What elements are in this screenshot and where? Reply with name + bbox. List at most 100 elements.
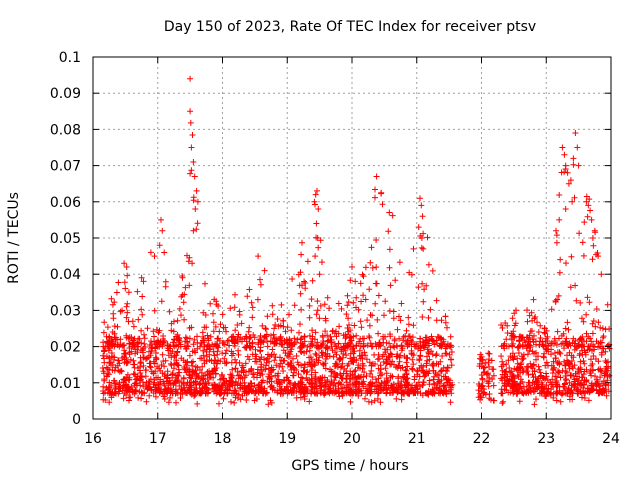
data-point: [588, 338, 595, 345]
x-tick-label: 17: [149, 431, 167, 447]
data-point: [577, 335, 584, 342]
data-point: [551, 350, 558, 356]
data-point: [346, 322, 352, 328]
data-point: [256, 336, 263, 343]
data-point: [499, 400, 506, 407]
data-point: [347, 277, 354, 284]
data-point: [339, 388, 345, 395]
data-point: [298, 379, 305, 386]
data-point: [142, 344, 149, 350]
data-point: [403, 327, 410, 334]
data-point: [574, 144, 581, 151]
data-point: [531, 388, 538, 395]
data-point: [523, 383, 530, 390]
data-point: [530, 296, 537, 303]
data-point: [511, 322, 518, 329]
data-point: [301, 333, 308, 340]
data-point: [203, 386, 210, 393]
data-point: [398, 300, 405, 307]
data-point: [589, 320, 596, 327]
data-point: [121, 260, 128, 267]
data-point: [544, 346, 551, 353]
data-point: [430, 338, 437, 345]
data-point: [535, 353, 541, 360]
data-point: [187, 108, 194, 115]
data-point: [548, 381, 555, 388]
data-point: [167, 350, 174, 357]
data-point: [261, 356, 268, 363]
data-point: [570, 155, 577, 162]
data-point: [554, 349, 561, 356]
data-point: [510, 340, 517, 347]
data-point: [129, 386, 136, 393]
data-point: [153, 355, 160, 362]
data-point: [500, 398, 507, 405]
data-point: [593, 338, 600, 345]
data-point: [516, 333, 523, 340]
data-point: [167, 380, 174, 387]
y-tick-label: 0.1: [59, 50, 81, 66]
data-point: [357, 355, 364, 362]
data-point: [503, 361, 510, 368]
data-point: [583, 330, 590, 337]
data-point: [100, 343, 107, 350]
data-point: [345, 360, 352, 367]
data-point: [171, 336, 178, 343]
data-point: [154, 363, 161, 370]
data-point: [524, 318, 531, 325]
data-point: [240, 368, 247, 375]
data-point: [159, 343, 166, 350]
data-point: [543, 359, 550, 366]
x-tick-label: 19: [278, 431, 296, 447]
data-point: [387, 374, 394, 381]
y-axis-label: ROTI / TECUs: [6, 192, 22, 284]
data-point: [249, 351, 256, 358]
data-point: [304, 344, 311, 350]
data-point: [335, 300, 342, 307]
data-point: [313, 356, 320, 363]
data-point: [167, 360, 174, 367]
data-point: [444, 376, 450, 383]
data-point: [372, 186, 378, 193]
data-point: [121, 350, 128, 357]
data-point: [264, 313, 271, 320]
data-point: [547, 340, 554, 347]
data-point: [111, 356, 117, 363]
data-point: [218, 390, 225, 397]
data-point: [555, 292, 562, 299]
data-point: [326, 385, 333, 392]
data-point: [101, 359, 108, 366]
data-point: [524, 388, 531, 394]
data-point: [284, 374, 291, 381]
data-point: [311, 336, 318, 343]
data-point: [356, 338, 363, 345]
data-point: [498, 353, 505, 360]
data-point: [505, 389, 512, 396]
data-point: [589, 386, 596, 393]
data-point: [132, 350, 139, 357]
data-point: [200, 375, 207, 382]
data-point: [133, 376, 140, 383]
data-point: [252, 387, 259, 394]
data-point: [380, 333, 387, 340]
data-point: [180, 380, 187, 387]
data-point: [306, 332, 313, 339]
data-point: [393, 353, 400, 360]
data-point: [278, 301, 285, 308]
data-point: [585, 333, 592, 340]
data-point: [236, 359, 243, 366]
x-tick-label: 21: [408, 431, 426, 447]
data-point: [378, 371, 385, 378]
data-point: [160, 333, 167, 339]
data-point: [181, 365, 188, 372]
data-point: [176, 369, 183, 376]
data-point: [325, 386, 332, 393]
data-point: [350, 390, 357, 397]
data-point: [485, 359, 492, 366]
data-point: [486, 391, 493, 397]
data-point: [214, 342, 221, 349]
data-point: [593, 306, 600, 312]
data-point: [105, 386, 112, 393]
data-point: [178, 312, 184, 319]
data-point: [291, 335, 298, 342]
